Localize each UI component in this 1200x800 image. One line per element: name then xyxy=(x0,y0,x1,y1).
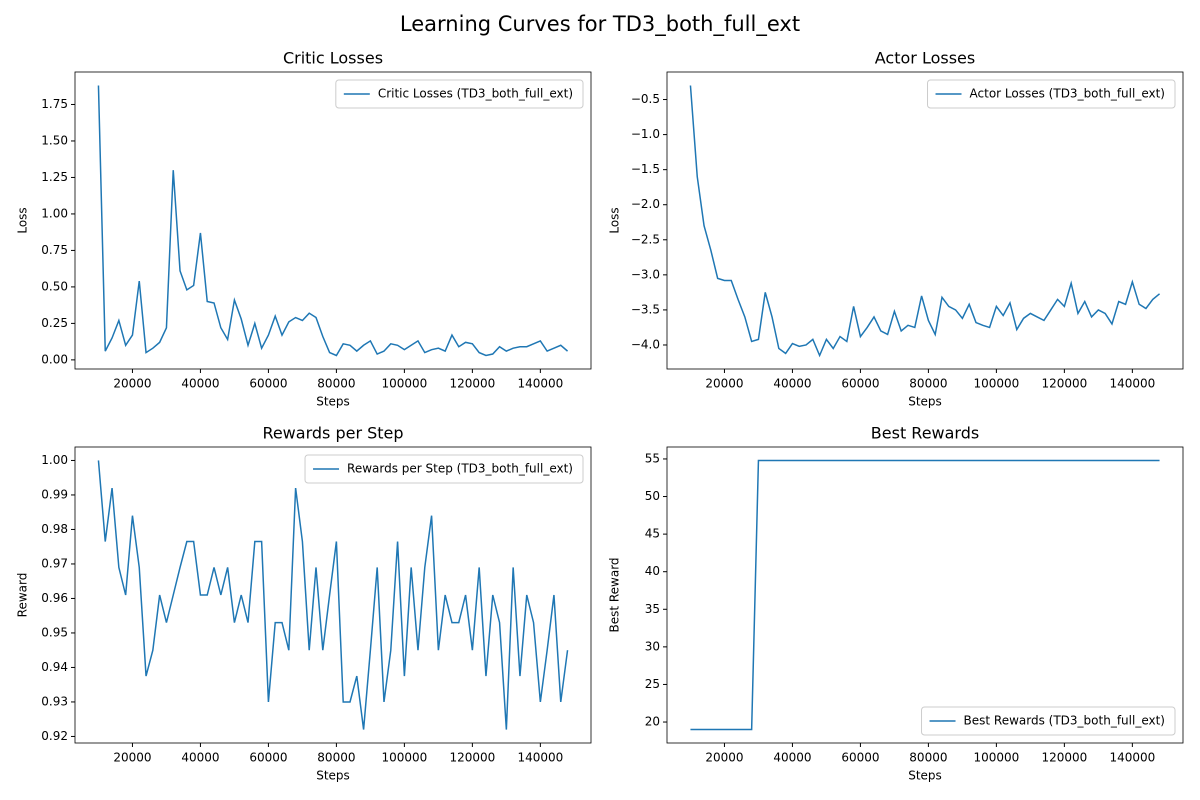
y-axis-label: Reward xyxy=(16,573,30,618)
y-tick-label: −3.5 xyxy=(631,302,660,316)
y-tick-label: 0.97 xyxy=(41,556,68,570)
x-tick-label: 20000 xyxy=(113,751,151,765)
x-tick-label: 120000 xyxy=(449,377,495,391)
series-line xyxy=(97,460,569,730)
y-tick-label: 35 xyxy=(645,602,660,616)
x-tick-label: 100000 xyxy=(973,377,1019,391)
series-line xyxy=(689,85,1161,358)
legend-box xyxy=(304,454,584,484)
panel-title: Best Rewards xyxy=(871,424,979,443)
y-tick-label: 0.98 xyxy=(41,522,68,536)
x-tick-label: 120000 xyxy=(449,751,495,765)
plot-frame xyxy=(74,71,592,370)
plot-frame xyxy=(666,446,1184,744)
y-tick-label: 1.00 xyxy=(41,206,68,220)
y-tick-label: 55 xyxy=(645,451,660,465)
panel-title: Critic Losses xyxy=(283,49,383,68)
legend-label: Best Rewards (TD3_both_full_ext) xyxy=(964,714,1165,728)
y-tick-label: 30 xyxy=(645,639,660,653)
y-tick-label: 1.25 xyxy=(41,170,68,184)
x-tick-label: 100000 xyxy=(381,751,427,765)
x-tick-label: 120000 xyxy=(1041,751,1087,765)
x-tick-label: 40000 xyxy=(181,751,219,765)
y-tick-label: 0.96 xyxy=(41,591,68,605)
y-tick-label: 0.92 xyxy=(41,729,68,743)
y-tick-label: 0.25 xyxy=(41,316,68,330)
y-tick-label: 0.99 xyxy=(41,487,68,501)
panel-title: Rewards per Step xyxy=(262,424,403,443)
y-tick-label: 1.00 xyxy=(41,453,68,467)
x-tick-label: 60000 xyxy=(841,377,879,391)
y-tick-label: 0.50 xyxy=(41,279,68,293)
x-tick-label: 60000 xyxy=(249,751,287,765)
x-tick-label: 120000 xyxy=(1041,377,1087,391)
x-tick-label: 100000 xyxy=(381,377,427,391)
figure-title: Learning Curves for TD3_both_full_ext xyxy=(400,12,800,37)
y-tick-label: 0.94 xyxy=(41,660,68,674)
x-axis-label: Steps xyxy=(316,769,350,783)
y-axis-label: Loss xyxy=(608,207,622,233)
x-tick-label: 20000 xyxy=(705,751,743,765)
x-tick-label: 40000 xyxy=(181,377,219,391)
x-tick-label: 60000 xyxy=(841,751,879,765)
x-tick-label: 140000 xyxy=(517,751,563,765)
x-tick-label: 140000 xyxy=(517,377,563,391)
x-tick-label: 60000 xyxy=(249,377,287,391)
x-tick-label: 140000 xyxy=(1109,751,1155,765)
y-tick-label: 0.95 xyxy=(41,625,68,639)
x-axis-label: Steps xyxy=(316,395,350,409)
y-tick-label: 0.93 xyxy=(41,694,68,708)
y-tick-label: −2.5 xyxy=(631,232,660,246)
legend-box xyxy=(921,706,1176,736)
y-tick-label: −4.0 xyxy=(631,337,660,351)
x-tick-label: 80000 xyxy=(317,377,355,391)
y-tick-label: 1.75 xyxy=(41,97,68,111)
y-tick-label: 25 xyxy=(645,677,660,691)
series-line xyxy=(97,85,569,357)
y-tick-label: 20 xyxy=(645,715,660,729)
plot-frame xyxy=(666,71,1184,370)
y-tick-label: 0.00 xyxy=(41,352,68,366)
x-axis-label: Steps xyxy=(908,395,942,409)
y-tick-label: −0.5 xyxy=(631,92,660,106)
legend: Critic Losses (TD3_both_full_ext) xyxy=(335,79,584,109)
plot-frame xyxy=(74,446,592,744)
x-tick-label: 80000 xyxy=(317,751,355,765)
legend-box xyxy=(927,79,1176,109)
x-tick-label: 20000 xyxy=(113,377,151,391)
x-tick-label: 40000 xyxy=(773,377,811,391)
y-tick-label: −3.0 xyxy=(631,267,660,281)
x-tick-label: 80000 xyxy=(909,751,947,765)
y-tick-label: −2.0 xyxy=(631,197,660,211)
y-tick-label: 0.75 xyxy=(41,243,68,257)
x-tick-label: 140000 xyxy=(1109,377,1155,391)
y-tick-label: 40 xyxy=(645,564,660,578)
x-tick-label: 100000 xyxy=(973,751,1019,765)
y-tick-label: 45 xyxy=(645,527,660,541)
legend: Best Rewards (TD3_both_full_ext) xyxy=(921,706,1176,736)
series-line xyxy=(690,459,1160,731)
legend-label: Rewards per Step (TD3_both_full_ext) xyxy=(347,462,573,476)
x-tick-label: 20000 xyxy=(705,377,743,391)
y-tick-label: −1.0 xyxy=(631,127,660,141)
x-tick-label: 80000 xyxy=(909,377,947,391)
legend: Actor Losses (TD3_both_full_ext) xyxy=(927,79,1176,109)
legend: Rewards per Step (TD3_both_full_ext) xyxy=(304,454,584,484)
y-axis-label: Best Reward xyxy=(608,557,622,632)
y-tick-label: 50 xyxy=(645,489,660,503)
x-tick-label: 40000 xyxy=(773,751,811,765)
legend-label: Actor Losses (TD3_both_full_ext) xyxy=(970,87,1165,101)
y-tick-label: 1.50 xyxy=(41,133,68,147)
y-axis-label: Loss xyxy=(16,207,30,233)
x-axis-label: Steps xyxy=(908,769,942,783)
panel-title: Actor Losses xyxy=(875,49,975,68)
y-tick-label: −1.5 xyxy=(631,162,660,176)
legend-box xyxy=(335,79,584,109)
legend-label: Critic Losses (TD3_both_full_ext) xyxy=(378,87,573,101)
